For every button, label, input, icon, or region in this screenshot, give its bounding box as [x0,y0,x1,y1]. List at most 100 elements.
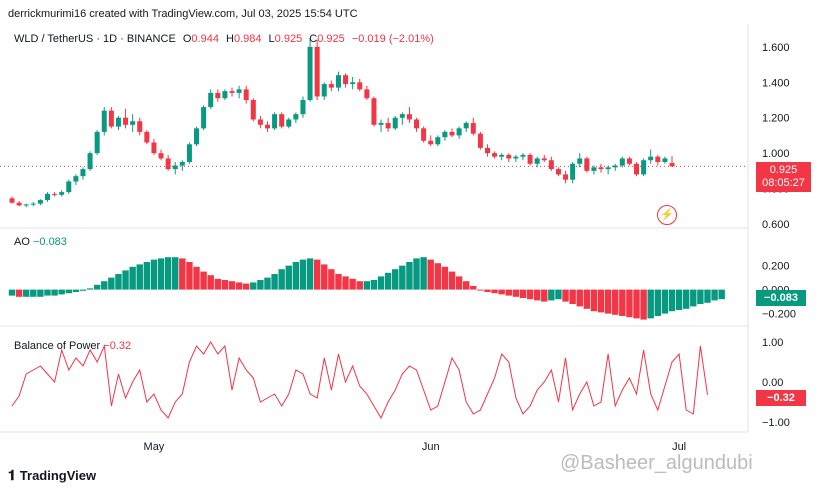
candle-body [428,140,434,145]
candle-body [300,100,306,115]
ao-bar [349,278,356,290]
low-value: 0.925 [274,33,303,45]
candle-body [243,89,249,100]
ao-bar [619,289,626,316]
tv-logo-icon: 𝟏 [8,467,16,483]
ao-bar [477,289,484,291]
ao-bar [271,274,278,290]
ao-bar [420,257,427,290]
ao-tick-label: −0.200 [762,309,796,321]
ao-bar [164,257,172,290]
bop-pane [11,341,708,420]
candle-body [222,91,228,99]
candle-body [335,75,341,88]
bop-tick-label: 1.00 [762,337,783,349]
price-pane [9,38,675,208]
price-tick-label: 0.600 [762,219,790,231]
candle-body [16,202,22,206]
candle-body [151,142,157,154]
ao-bar [179,258,186,290]
ao-bar [654,289,662,316]
candle-body [626,158,632,164]
ao-bar [15,289,23,297]
ao-bar [384,272,392,290]
candle-body [385,123,391,129]
candle-body [328,84,334,88]
candle-body [669,163,675,167]
ao-bar [597,289,605,313]
candle-body [236,89,242,93]
ao-bar [292,262,300,290]
candle-body [371,98,377,125]
open-value: 0.944 [191,33,219,45]
ao-bar [306,258,314,290]
ao-bar [30,289,37,297]
candle-body [527,154,533,164]
ao-bar [498,289,505,295]
candle-body [414,119,420,129]
candle-body [257,119,263,125]
candle-body [172,165,178,170]
candle-body [406,114,412,120]
candle-body [123,117,129,125]
ao-bar [583,289,591,309]
bop-name: Balance of Power [14,340,101,352]
ao-bar [484,289,491,292]
ao-bar [186,262,193,290]
ao-bar [370,280,378,290]
candle-body [37,200,43,204]
candle-body [662,158,668,162]
ao-bar [44,289,51,296]
ao-bar [448,271,456,290]
candle-body [634,163,640,175]
ao-bar [51,289,58,296]
bop-legend: Balance of Power −0.32 [14,340,131,352]
ao-bar [668,289,676,312]
tradingview-logo[interactable]: 𝟏 TradingView [8,467,96,484]
candle-body [194,128,200,145]
candle-body [584,158,590,171]
ao-bar [434,263,442,290]
ao-bar [299,259,307,290]
candle-body [470,123,476,134]
bop-badge: −0.32 [756,390,806,406]
ao-bar [406,262,413,290]
candle-body [23,204,29,206]
change-value: −0.019 (−2.01%) [351,33,434,45]
ao-bar [65,289,72,294]
ao-bar [321,264,328,290]
candle-body [179,162,185,166]
candle-body [648,156,654,161]
candle-body [506,154,512,159]
candle-body [655,156,661,162]
candle-body [591,167,597,171]
ao-bar [661,289,669,314]
ao-bar [718,289,725,300]
x-tick-label: May [144,441,165,453]
bop-tick-label: 0.00 [762,377,783,389]
candle-body [484,147,490,154]
axis-labels: 0.6000.8001.0001.2001.4001.600−0.2000.00… [144,42,796,453]
ao-bar [548,289,555,301]
high-value: 0.984 [233,33,262,45]
candle-body [378,123,384,125]
ao-bar [533,289,541,301]
candle-body [399,114,405,118]
price-badge-value: 0.925 [769,164,798,176]
price-tick-label: 1.400 [762,77,790,89]
flash-icon[interactable]: ⚡ [657,205,677,225]
ao-value: −0.083 [32,236,67,248]
candle-body [570,163,576,180]
ao-bar [328,269,335,290]
ao-bar [711,289,718,301]
price-badge-countdown: 08:05:27 [762,177,805,189]
ao-bar [129,266,136,290]
ao-bar [697,289,704,304]
ao-bar [108,277,115,290]
candle-body [73,176,79,182]
ao-bar [526,289,534,300]
close-value: 0.925 [317,33,345,45]
candle-body [52,193,58,195]
candle-body [286,119,292,127]
